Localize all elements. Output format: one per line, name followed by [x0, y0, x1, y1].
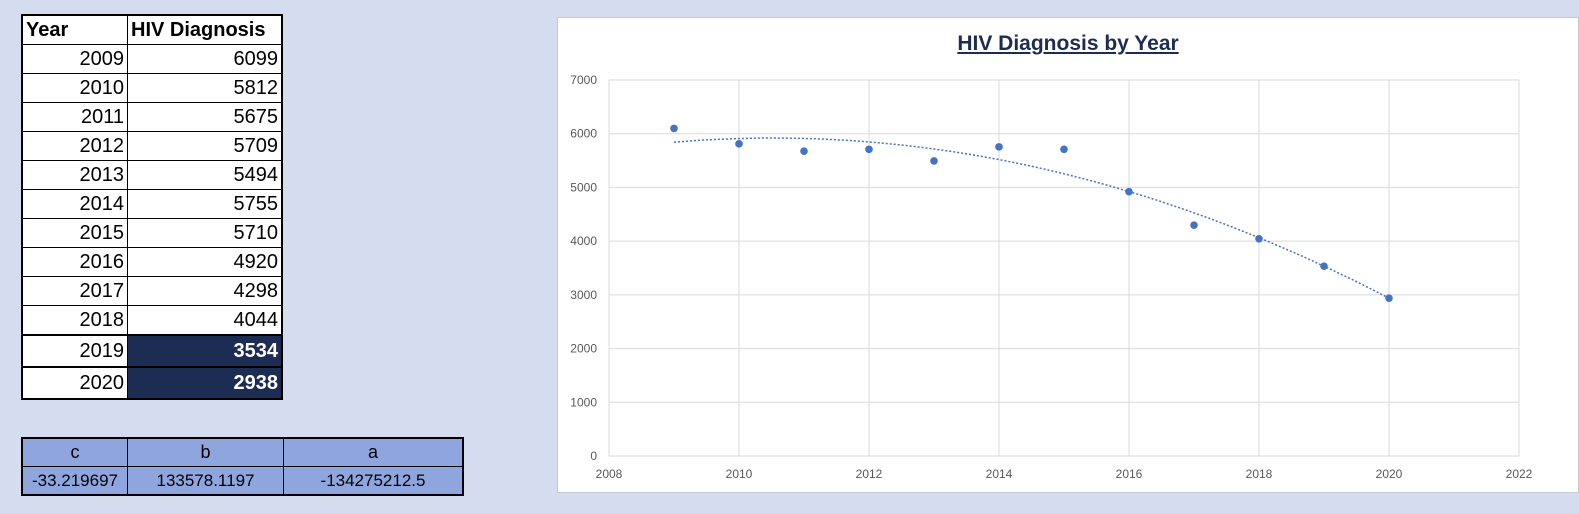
coefficient-value-row: -33.219697 133578.1197 -134275212.5 — [21, 466, 464, 496]
header-year[interactable]: Year — [21, 14, 128, 45]
cell-year[interactable]: 2015 — [21, 218, 128, 248]
data-point — [670, 124, 678, 133]
cell-value[interactable]: 5675 — [127, 102, 283, 132]
table-row: 2013 5494 — [21, 160, 283, 190]
data-point — [1060, 145, 1068, 154]
y-tick-label: 3000 — [570, 288, 597, 302]
coef-header-c[interactable]: c — [21, 437, 128, 467]
y-tick-label: 2000 — [570, 342, 597, 356]
cell-value-highlighted[interactable]: 3534 — [127, 334, 283, 368]
y-tick-label: 6000 — [570, 127, 597, 141]
cell-value[interactable]: 4298 — [127, 276, 283, 306]
header-hiv-diagnosis[interactable]: HIV Diagnosis — [127, 14, 283, 45]
data-point — [1125, 187, 1133, 196]
data-point — [1190, 221, 1198, 229]
cell-year[interactable]: 2010 — [21, 73, 128, 103]
scatter-chart: 0 1000 2000 3000 4000 5000 6000 7000 2008 2010 201… — [570, 73, 1533, 481]
x-tick-label: 2020 — [1376, 467, 1403, 481]
cell-year[interactable]: 2011 — [21, 102, 128, 132]
cell-value[interactable]: 5755 — [127, 189, 283, 219]
coefficient-header-row: c b a — [21, 437, 464, 467]
y-tick-label: 0 — [590, 449, 597, 463]
x-tick-label: 2018 — [1246, 467, 1273, 481]
table-row: 2018 4044 — [21, 305, 283, 336]
data-point — [1320, 262, 1328, 270]
data-point — [1255, 234, 1263, 243]
x-tick-label: 2016 — [1116, 467, 1143, 481]
data-point — [865, 145, 873, 154]
data-point — [800, 147, 808, 155]
trendline — [673, 137, 1390, 299]
cell-value[interactable]: 4044 — [127, 305, 283, 336]
x-tick-label: 2014 — [986, 467, 1013, 481]
cell-year[interactable]: 2018 — [21, 305, 128, 336]
y-tick-label: 1000 — [570, 395, 597, 409]
cell-year[interactable]: 2017 — [21, 276, 128, 306]
table-row: 2009 6099 — [21, 44, 283, 74]
x-tick-label: 2012 — [856, 467, 883, 481]
cell-year[interactable]: 2014 — [21, 189, 128, 219]
cell-value[interactable]: 6099 — [127, 44, 283, 74]
coef-header-b[interactable]: b — [127, 437, 284, 467]
table-row: 2019 3534 — [21, 334, 283, 368]
cell-year[interactable]: 2020 — [21, 366, 128, 400]
table-row: 2016 4920 — [21, 247, 283, 277]
cell-value[interactable]: 4920 — [127, 247, 283, 277]
coef-value-b[interactable]: 133578.1197 — [127, 466, 284, 496]
table-row: 2020 2938 — [21, 366, 283, 400]
cell-value[interactable]: 5709 — [127, 131, 283, 161]
cell-value[interactable]: 5812 — [127, 73, 283, 103]
table-row: 2010 5812 — [21, 73, 283, 103]
cell-value[interactable]: 5494 — [127, 160, 283, 190]
coef-header-a[interactable]: a — [283, 437, 464, 467]
chart-area[interactable]: HIV Diagnosis by Year 0 1000 2000 3000 4000 5… — [557, 17, 1579, 493]
y-tick-label: 5000 — [570, 180, 597, 194]
cell-year[interactable]: 2016 — [21, 247, 128, 277]
data-table: Year HIV Diagnosis 2009 6099 2010 5812 201… — [21, 14, 283, 400]
table-row: 2012 5709 — [21, 131, 283, 161]
data-point — [930, 157, 938, 165]
y-tick-label: 7000 — [570, 73, 597, 87]
cell-value-highlighted[interactable]: 2938 — [127, 366, 283, 400]
x-tick-label: 2010 — [726, 467, 753, 481]
table-row: 2011 5675 — [21, 102, 283, 132]
cell-value[interactable]: 5710 — [127, 218, 283, 248]
coef-value-c[interactable]: -33.219697 — [21, 466, 128, 496]
cell-year[interactable]: 2009 — [21, 44, 128, 74]
table-row: 2017 4298 — [21, 276, 283, 306]
data-point — [995, 143, 1003, 151]
table-row: 2015 5710 — [21, 218, 283, 248]
table-header-row: Year HIV Diagnosis — [21, 14, 283, 45]
data-point — [735, 140, 743, 148]
coefficient-table: c b a -33.219697 133578.1197 -134275212.… — [21, 437, 464, 496]
x-tick-label: 2008 — [596, 467, 623, 481]
chart-title: HIV Diagnosis by Year — [957, 32, 1179, 55]
coef-value-a[interactable]: -134275212.5 — [283, 466, 464, 496]
data-point — [1385, 294, 1393, 302]
table-row: 2014 5755 — [21, 189, 283, 219]
x-tick-label: 2022 — [1506, 467, 1533, 481]
cell-year[interactable]: 2013 — [21, 160, 128, 190]
cell-year[interactable]: 2019 — [21, 334, 128, 368]
cell-year[interactable]: 2012 — [21, 131, 128, 161]
y-tick-label: 4000 — [570, 234, 597, 248]
